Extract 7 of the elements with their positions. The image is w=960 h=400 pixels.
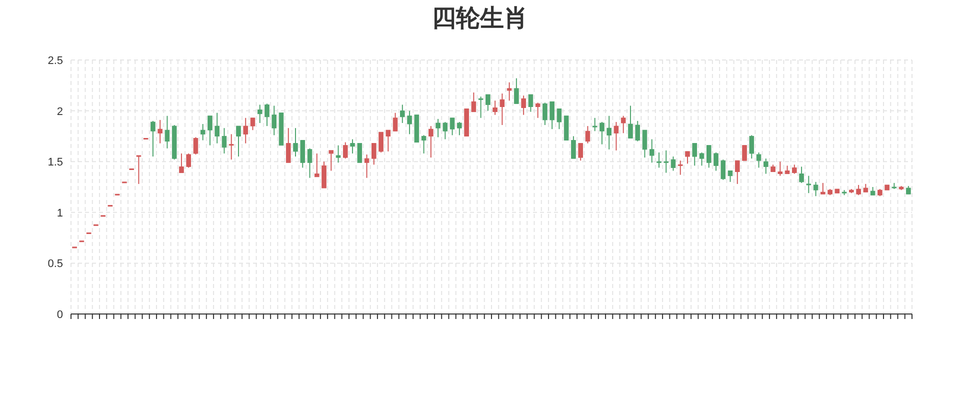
y-tick-label: 2.5 — [48, 55, 63, 67]
chart-title: 四轮生肖 — [432, 5, 528, 32]
y-tick-label: 0 — [56, 309, 63, 321]
y-tick-label: 0.5 — [48, 258, 63, 270]
y-tick-label: 1.5 — [48, 156, 63, 169]
y-tick-label: 2 — [56, 106, 63, 118]
y-tick-label: 1 — [56, 207, 63, 220]
